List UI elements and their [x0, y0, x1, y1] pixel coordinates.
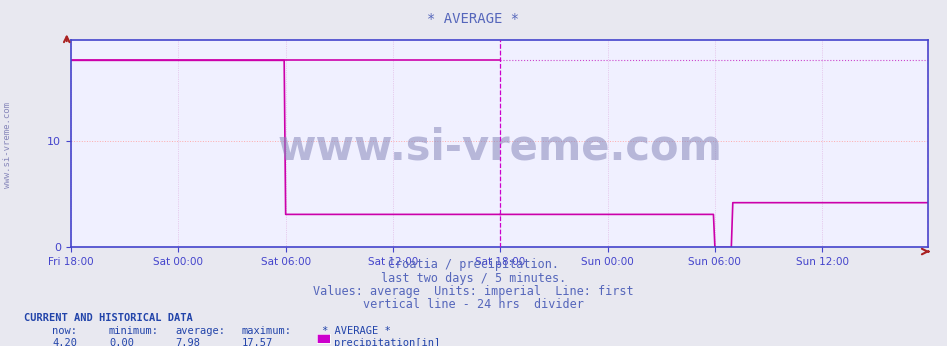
Text: vertical line - 24 hrs  divider: vertical line - 24 hrs divider: [363, 298, 584, 311]
Text: average:: average:: [175, 326, 225, 336]
Text: Values: average  Units: imperial  Line: first: Values: average Units: imperial Line: fi…: [313, 285, 634, 299]
Text: * AVERAGE *: * AVERAGE *: [427, 12, 520, 26]
Text: 7.98: 7.98: [175, 338, 200, 346]
Text: Croatia / precipitation.: Croatia / precipitation.: [388, 258, 559, 271]
Text: maximum:: maximum:: [241, 326, 292, 336]
Text: * AVERAGE *: * AVERAGE *: [322, 326, 391, 336]
Text: 4.20: 4.20: [52, 338, 77, 346]
Text: www.si-vreme.com: www.si-vreme.com: [277, 127, 722, 169]
Text: 0.00: 0.00: [109, 338, 134, 346]
Text: 17.57: 17.57: [241, 338, 273, 346]
Text: minimum:: minimum:: [109, 326, 159, 336]
Text: last two days / 5 minutes.: last two days / 5 minutes.: [381, 272, 566, 285]
Text: precipitation[in]: precipitation[in]: [334, 338, 440, 346]
Text: CURRENT AND HISTORICAL DATA: CURRENT AND HISTORICAL DATA: [24, 313, 192, 323]
Text: www.si-vreme.com: www.si-vreme.com: [3, 102, 12, 188]
Text: now:: now:: [52, 326, 77, 336]
